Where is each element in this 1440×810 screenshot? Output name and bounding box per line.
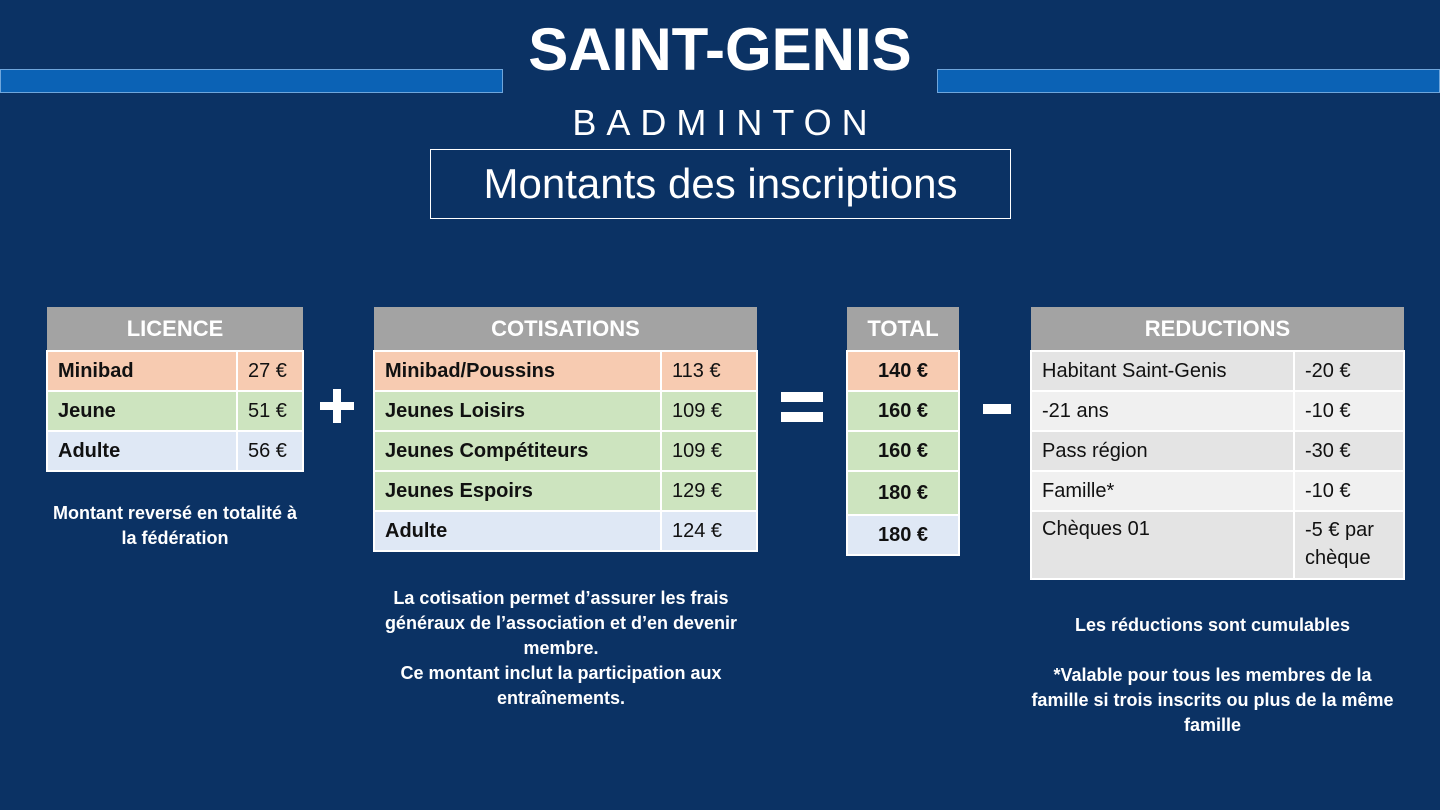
total-value: 180 € bbox=[846, 470, 960, 516]
row-value: 113 € bbox=[660, 350, 758, 392]
table-row: 180 € bbox=[846, 470, 960, 516]
table-row: -21 ans -10 € bbox=[1030, 390, 1405, 432]
row-label: Jeunes Espoirs bbox=[373, 470, 662, 512]
row-label: Jeunes Loisirs bbox=[373, 390, 662, 432]
table-row: Adulte 56 € bbox=[46, 430, 304, 472]
row-value: 51 € bbox=[236, 390, 304, 432]
table-row: Adulte 124 € bbox=[373, 510, 758, 552]
cotisations-table: COTISATIONS Minibad/Poussins 113 € Jeune… bbox=[373, 307, 758, 552]
row-label: Habitant Saint-Genis bbox=[1030, 350, 1295, 392]
total-header: TOTAL bbox=[847, 307, 959, 351]
table-row: 140 € bbox=[846, 350, 960, 392]
table-row: Minibad/Poussins 113 € bbox=[373, 350, 758, 392]
row-label: Adulte bbox=[46, 430, 238, 472]
total-value: 160 € bbox=[846, 430, 960, 472]
brand-subtitle: BADMINTON bbox=[572, 102, 878, 143]
table-row: 180 € bbox=[846, 514, 960, 556]
row-value: -10 € bbox=[1293, 470, 1405, 512]
licence-header: LICENCE bbox=[47, 307, 303, 351]
row-value: 27 € bbox=[236, 350, 304, 392]
row-label: Pass région bbox=[1030, 430, 1295, 472]
row-label: Jeunes Compétiteurs bbox=[373, 430, 662, 472]
row-value: -20 € bbox=[1293, 350, 1405, 392]
table-row: Jeunes Compétiteurs 109 € bbox=[373, 430, 758, 472]
total-table: TOTAL 140 € 160 € 160 € 180 € 180 € bbox=[846, 307, 960, 556]
minus-operator bbox=[983, 404, 1011, 414]
row-label: Minibad/Poussins bbox=[373, 350, 662, 392]
row-value: 109 € bbox=[660, 390, 758, 432]
reductions-cumul-note: Les réductions sont cumulables bbox=[1074, 615, 1351, 635]
row-value: -5 € par chèque bbox=[1293, 510, 1405, 580]
row-label: Chèques 01 bbox=[1030, 510, 1295, 580]
plus-operator bbox=[320, 389, 354, 423]
row-value: 56 € bbox=[236, 430, 304, 472]
row-value: 124 € bbox=[660, 510, 758, 552]
table-row: 160 € bbox=[846, 430, 960, 472]
cotisations-header: COTISATIONS bbox=[374, 307, 757, 351]
reductions-table: REDUCTIONS Habitant Saint-Genis -20 € -2… bbox=[1030, 307, 1405, 580]
licence-note: Montant reversé en totalité à la fédérat… bbox=[52, 503, 298, 548]
row-label: Adulte bbox=[373, 510, 662, 552]
table-row: Chèques 01 -5 € par chèque bbox=[1030, 510, 1405, 580]
table-row: Jeunes Espoirs 129 € bbox=[373, 470, 758, 512]
table-row: Jeunes Loisirs 109 € bbox=[373, 390, 758, 432]
table-row: Habitant Saint-Genis -20 € bbox=[1030, 350, 1405, 392]
cotisations-note: La cotisation permet d’assurer les frais… bbox=[373, 586, 749, 711]
cotisations-note-line: Ce montant inclut la participation aux e… bbox=[400, 663, 722, 708]
equals-operator bbox=[781, 392, 823, 422]
table-row: Jeune 51 € bbox=[46, 390, 304, 432]
table-row: Minibad 27 € bbox=[46, 350, 304, 392]
row-value: 129 € bbox=[660, 470, 758, 512]
row-value: 109 € bbox=[660, 430, 758, 472]
cotisations-note-line: La cotisation permet d’assurer les frais… bbox=[384, 588, 738, 658]
total-value: 160 € bbox=[846, 390, 960, 432]
header-stripe-left bbox=[0, 69, 503, 93]
row-label: Famille* bbox=[1030, 470, 1295, 512]
total-value: 180 € bbox=[846, 514, 960, 556]
page-title: Montants des inscriptions bbox=[430, 149, 1011, 219]
header-stripe-right bbox=[937, 69, 1440, 93]
reductions-header: REDUCTIONS bbox=[1031, 307, 1404, 351]
brand-name: SAINT-GENIS bbox=[528, 16, 912, 83]
licence-table: LICENCE Minibad 27 € Jeune 51 € Adulte 5… bbox=[46, 307, 304, 472]
table-row: 160 € bbox=[846, 390, 960, 432]
row-label: Jeune bbox=[46, 390, 238, 432]
row-label: Minibad bbox=[46, 350, 238, 392]
row-value: -10 € bbox=[1293, 390, 1405, 432]
row-value: -30 € bbox=[1293, 430, 1405, 472]
table-row: Pass région -30 € bbox=[1030, 430, 1405, 472]
reductions-famille-note: *Valable pour tous les membres de la fam… bbox=[1031, 665, 1394, 735]
row-label: -21 ans bbox=[1030, 390, 1295, 432]
total-value: 140 € bbox=[846, 350, 960, 392]
table-row: Famille* -10 € bbox=[1030, 470, 1405, 512]
